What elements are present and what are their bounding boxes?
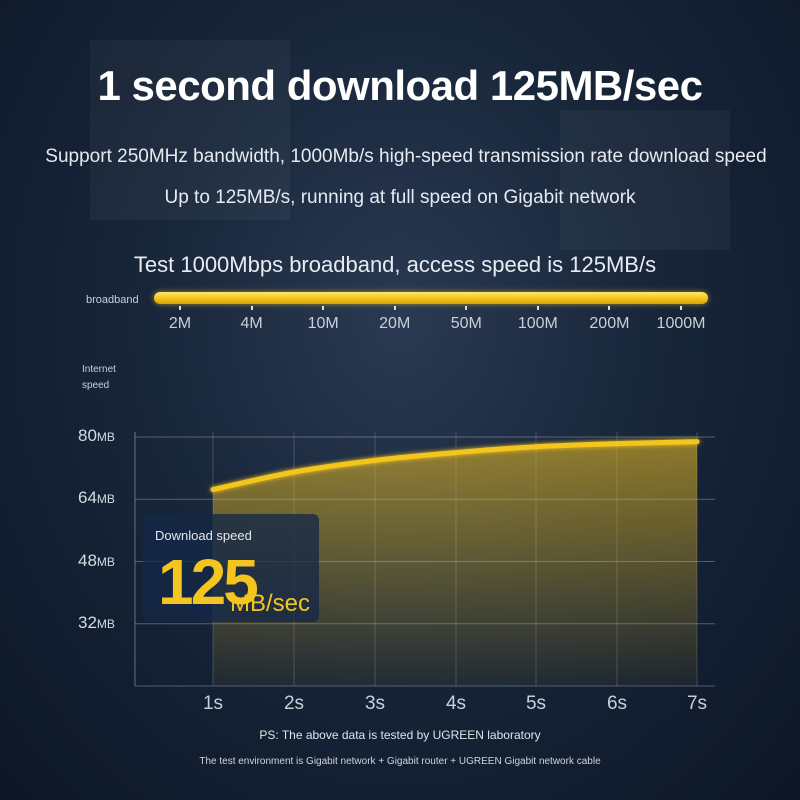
- speed-area-fill: [213, 441, 697, 686]
- broadband-tick: [250, 306, 253, 310]
- y-tick-label: 48MB: [78, 550, 115, 570]
- broadband-tick: [393, 306, 396, 310]
- subtitle-line-2: Up to 125MB/s, running at full speed on …: [164, 187, 636, 208]
- broadband-tick-label: 200M: [589, 315, 630, 332]
- broadband-tick-label: 1000M: [656, 315, 706, 332]
- x-tick-label: 6s: [606, 693, 628, 714]
- broadband-tick-label: 20M: [379, 315, 411, 332]
- broadband-test-title: Test 1000Mbps broadband, access speed is…: [133, 252, 657, 277]
- speed-line: [210, 439, 700, 493]
- broadband-tick-label: 100M: [517, 315, 558, 332]
- broadband-tick-label: 4M: [240, 315, 263, 332]
- x-tick-label: 1s: [202, 693, 224, 714]
- broadband-tick: [179, 306, 181, 310]
- broadband-tick: [465, 306, 468, 310]
- footnote-environment: The test environment is Gigabit network …: [199, 756, 601, 767]
- download-speed-value: 125: [158, 546, 259, 618]
- download-speed-label: Download speed: [155, 528, 252, 543]
- broadband-tick-label: 50M: [450, 315, 482, 332]
- broadband-tick: [680, 306, 682, 310]
- y-axis-title: Internet speed: [82, 364, 116, 391]
- broadband-tick: [536, 306, 539, 310]
- x-tick-label: 3s: [364, 693, 386, 714]
- x-tick-label: 5s: [525, 693, 547, 714]
- x-tick-label: 7s: [686, 693, 708, 714]
- broadband-tick-label: 10M: [307, 315, 339, 332]
- y-tick-label: 64MB: [78, 488, 115, 508]
- broadband-tick-label: 2M: [168, 315, 192, 332]
- broadband-bar: [154, 292, 708, 304]
- broadband-tick: [322, 306, 325, 310]
- page-title: 1 second download 125MB/sec: [97, 62, 703, 109]
- broadband-label: broadband: [86, 294, 139, 306]
- footnote-lab: PS: The above data is tested by UGREEN l…: [259, 728, 541, 742]
- download-speed-unit: MB/sec: [230, 590, 311, 617]
- subtitle-line-1: Support 250MHz bandwidth, 1000Mb/s high-…: [45, 146, 767, 167]
- y-tick-label: 80MB: [78, 426, 115, 445]
- broadband-tick: [608, 306, 611, 310]
- x-tick-label: 2s: [283, 693, 305, 714]
- y-tick-label: 32MB: [78, 612, 115, 632]
- download-speed-box: [143, 514, 319, 622]
- x-tick-label: 4s: [445, 693, 467, 714]
